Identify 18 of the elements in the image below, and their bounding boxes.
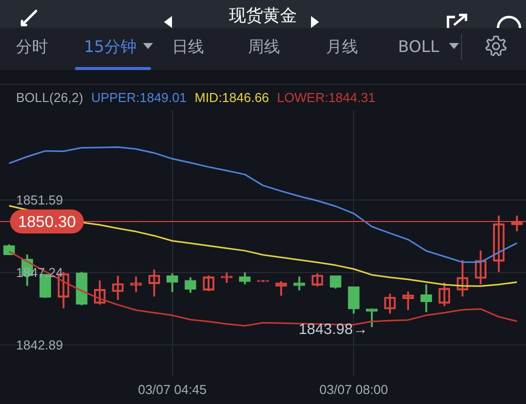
text: UPPER:1849.01 [91, 90, 187, 105]
text: BOLL [398, 37, 440, 56]
text: 分时 [16, 37, 48, 58]
x-tick-label: 03/07 08:00 [319, 382, 388, 397]
ref-line-label: 1850.30 [18, 214, 76, 231]
text: 周线 [248, 37, 280, 58]
text: LOWER:1844.31 [277, 90, 376, 105]
x-tick-label: 03/07 04:45 [138, 382, 207, 397]
y-tick-label: 1851.59 [16, 192, 63, 208]
annotation: 1843.98→ [298, 320, 368, 338]
candlestick [366, 308, 378, 328]
y-tick-label: 1842.89 [16, 338, 63, 353]
text: 15分钟 [84, 37, 136, 58]
text: MID:1846.66 [194, 90, 270, 105]
legend-title: BOLL(26,2) [16, 90, 84, 105]
text: 日线 [172, 37, 204, 58]
chart-title: 现货黄金 [228, 5, 298, 27]
text: 月线 [326, 37, 358, 58]
